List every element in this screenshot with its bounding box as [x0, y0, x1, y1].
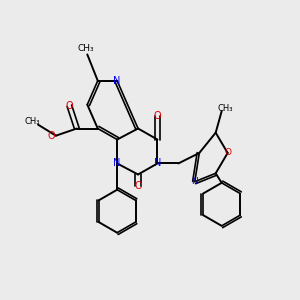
Text: O: O — [154, 111, 161, 121]
Text: O: O — [66, 101, 73, 111]
Text: N: N — [154, 158, 161, 168]
Text: N: N — [113, 76, 121, 86]
Text: CH₃: CH₃ — [77, 44, 94, 53]
Text: O: O — [48, 131, 56, 141]
Text: CH₃: CH₃ — [218, 104, 233, 113]
Text: CH₃: CH₃ — [24, 117, 40, 126]
Text: N: N — [191, 177, 198, 186]
Text: O: O — [134, 182, 142, 191]
Text: O: O — [224, 148, 231, 158]
Text: N: N — [113, 158, 121, 168]
